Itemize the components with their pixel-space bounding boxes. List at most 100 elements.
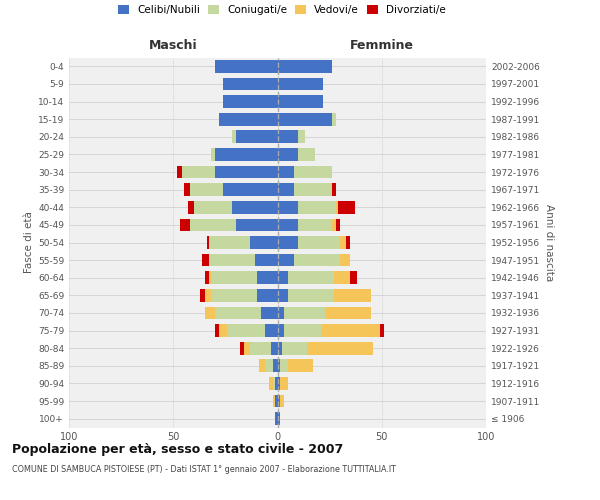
Bar (274, 377, 275, 390)
Bar (215, 148, 277, 160)
Bar (321, 324, 380, 337)
Bar (336, 218, 340, 231)
Bar (244, 342, 250, 354)
Bar (332, 218, 336, 231)
Bar (284, 324, 321, 337)
Bar (223, 78, 277, 90)
Bar (194, 201, 232, 213)
Bar (277, 201, 298, 213)
Text: Maschi: Maschi (149, 39, 197, 52)
Bar (277, 236, 298, 249)
Bar (332, 184, 336, 196)
Bar (277, 148, 298, 160)
Bar (277, 130, 298, 143)
Bar (288, 272, 334, 284)
Bar (215, 324, 219, 337)
Bar (294, 254, 340, 266)
Bar (219, 113, 277, 126)
Bar (240, 342, 244, 354)
Bar (223, 95, 277, 108)
Bar (211, 289, 257, 302)
Bar (261, 306, 277, 320)
Bar (284, 306, 325, 320)
Bar (259, 360, 265, 372)
Bar (274, 394, 275, 407)
Bar (277, 324, 284, 337)
Bar (209, 254, 254, 266)
Text: COMUNE DI SAMBUCA PISTOIESE (PT) - Dati ISTAT 1° gennaio 2007 - Elaborazione TUT: COMUNE DI SAMBUCA PISTOIESE (PT) - Dati … (12, 466, 396, 474)
Bar (257, 289, 277, 302)
Text: Popolazione per età, sesso e stato civile - 2007: Popolazione per età, sesso e stato civil… (12, 442, 343, 456)
Bar (206, 236, 209, 249)
Bar (205, 289, 211, 302)
Bar (277, 218, 298, 231)
Bar (209, 236, 250, 249)
Bar (202, 254, 209, 266)
Bar (182, 166, 215, 178)
Bar (205, 306, 215, 320)
Y-axis label: Fasce di età: Fasce di età (24, 212, 34, 274)
Bar (277, 95, 323, 108)
Bar (298, 218, 332, 231)
Bar (190, 218, 236, 231)
Bar (280, 360, 288, 372)
Bar (257, 272, 277, 284)
Bar (211, 272, 257, 284)
Bar (298, 201, 336, 213)
Bar (336, 201, 338, 213)
Bar (275, 412, 277, 425)
Bar (215, 166, 277, 178)
Bar (265, 324, 277, 337)
Legend: Celibi/Nubili, Coniugati/e, Vedovi/e, Divorziati/e: Celibi/Nubili, Coniugati/e, Vedovi/e, Di… (118, 5, 446, 15)
Bar (277, 377, 280, 390)
Bar (280, 394, 284, 407)
Bar (254, 254, 277, 266)
Bar (275, 377, 277, 390)
Bar (350, 272, 357, 284)
Bar (288, 360, 313, 372)
Bar (219, 324, 227, 337)
Bar (298, 148, 315, 160)
Bar (277, 342, 281, 354)
Bar (340, 254, 350, 266)
Bar (281, 342, 307, 354)
Bar (346, 236, 350, 249)
Bar (200, 289, 205, 302)
Bar (380, 324, 384, 337)
Bar (265, 360, 274, 372)
Bar (184, 184, 190, 196)
Bar (340, 236, 346, 249)
Bar (250, 236, 277, 249)
Bar (277, 394, 280, 407)
Bar (338, 201, 355, 213)
Bar (188, 201, 194, 213)
Bar (277, 272, 288, 284)
Bar (298, 236, 340, 249)
Bar (277, 166, 294, 178)
Bar (277, 306, 284, 320)
Bar (274, 360, 277, 372)
Bar (190, 184, 223, 196)
Bar (277, 113, 332, 126)
Bar (280, 377, 288, 390)
Bar (277, 412, 280, 425)
Bar (178, 166, 182, 178)
Bar (211, 148, 215, 160)
Bar (250, 342, 271, 354)
Bar (215, 60, 277, 72)
Bar (332, 113, 336, 126)
Bar (275, 394, 277, 407)
Bar (334, 289, 371, 302)
Bar (179, 218, 190, 231)
Bar (277, 254, 294, 266)
Text: Femmine: Femmine (350, 39, 414, 52)
Y-axis label: Anni di nascita: Anni di nascita (544, 204, 554, 281)
Bar (232, 201, 277, 213)
Bar (277, 184, 294, 196)
Bar (236, 218, 277, 231)
Bar (307, 342, 373, 354)
Bar (325, 306, 371, 320)
Bar (227, 324, 265, 337)
Bar (294, 166, 332, 178)
Bar (223, 184, 277, 196)
